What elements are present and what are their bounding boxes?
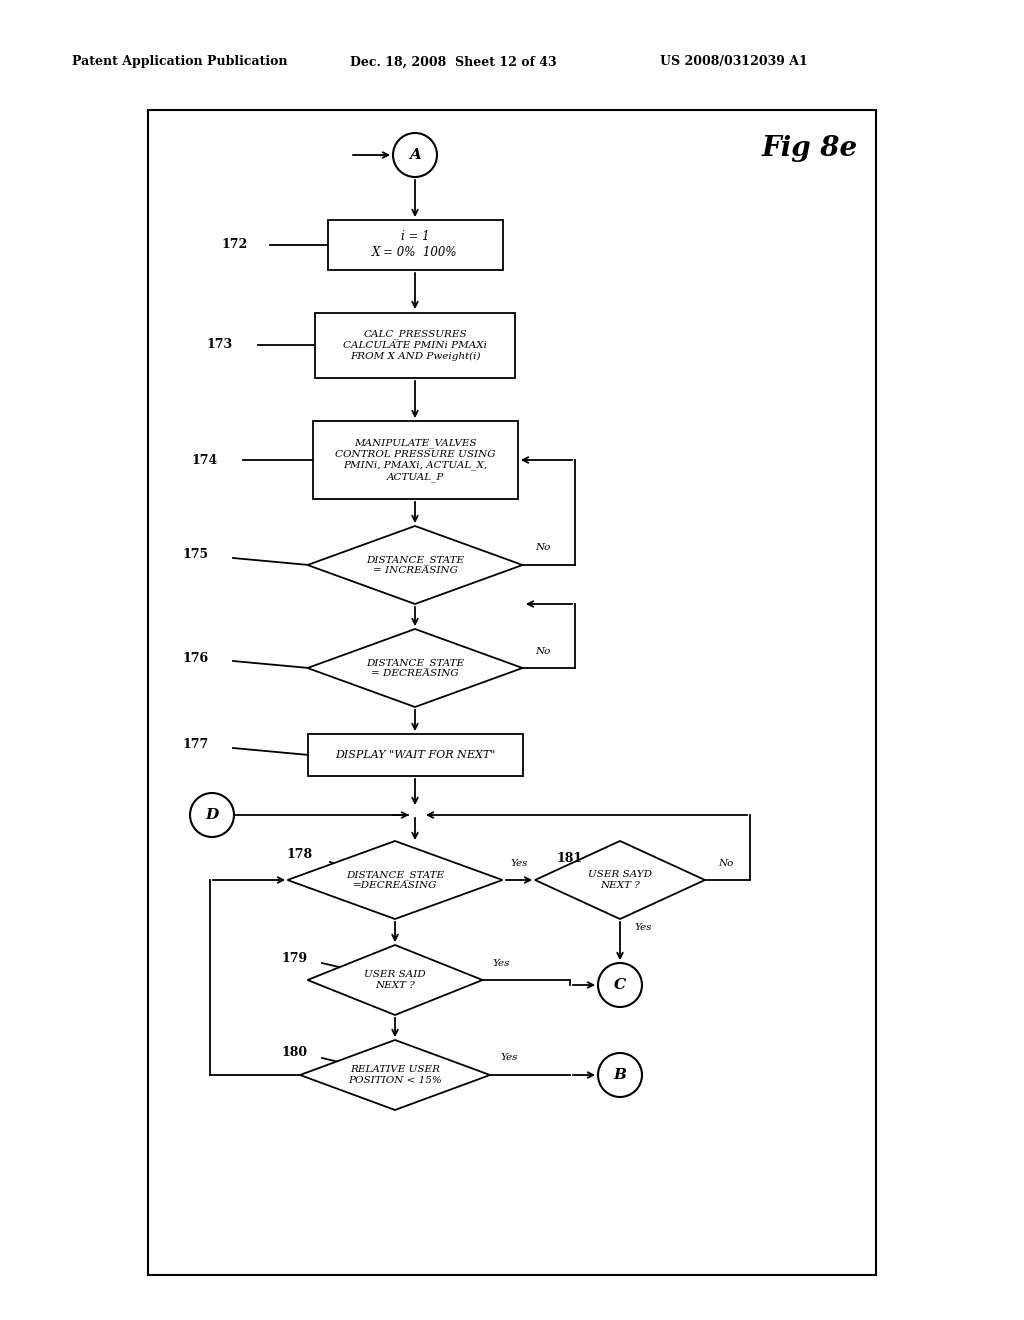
Text: RELATIVE USER
POSITION < 15%: RELATIVE USER POSITION < 15%	[348, 1065, 442, 1085]
Text: DISTANCE_STATE
= INCREASING: DISTANCE_STATE = INCREASING	[366, 554, 464, 576]
Text: Patent Application Publication: Patent Application Publication	[72, 55, 288, 69]
Text: No: No	[535, 648, 550, 656]
Text: 180: 180	[282, 1045, 308, 1059]
Polygon shape	[307, 630, 522, 708]
Text: 181: 181	[557, 851, 583, 865]
Text: C: C	[614, 978, 626, 993]
Text: 178: 178	[287, 849, 313, 862]
Text: CALC_PRESSURES
CALCULATE PMINi PMAXi
FROM X AND Pweight(i): CALC_PRESSURES CALCULATE PMINi PMAXi FRO…	[343, 329, 487, 362]
Polygon shape	[307, 525, 522, 605]
Bar	[315, 313, 515, 378]
Text: 177: 177	[183, 738, 209, 751]
Circle shape	[393, 133, 437, 177]
Text: DISTANCE_STATE
=DECREASING: DISTANCE_STATE =DECREASING	[346, 870, 444, 890]
Polygon shape	[288, 841, 503, 919]
Text: 172: 172	[222, 239, 248, 252]
Text: D: D	[206, 808, 219, 822]
Bar	[307, 734, 522, 776]
Text: Yes: Yes	[492, 958, 510, 968]
Text: No: No	[718, 858, 733, 867]
Text: 176: 176	[183, 652, 209, 664]
Text: 174: 174	[191, 454, 218, 466]
Bar	[148, 110, 876, 1275]
Polygon shape	[300, 1040, 490, 1110]
Text: A: A	[409, 148, 421, 162]
Polygon shape	[307, 945, 482, 1015]
Text: Fig 8e: Fig 8e	[762, 135, 858, 161]
Text: US 2008/0312039 A1: US 2008/0312039 A1	[660, 55, 808, 69]
Text: Yes: Yes	[634, 924, 651, 932]
Text: 175: 175	[183, 549, 209, 561]
Bar	[328, 220, 503, 271]
Text: 179: 179	[282, 952, 308, 965]
Text: MANIPULATE_VALVES
CONTROL PRESSURE USING
PMINi, PMAXi, ACTUAL_X,
ACTUAL_P: MANIPULATE_VALVES CONTROL PRESSURE USING…	[335, 438, 496, 482]
Circle shape	[598, 964, 642, 1007]
Text: 173: 173	[207, 338, 233, 351]
Text: i = 1
X = 0%  100%: i = 1 X = 0% 100%	[373, 231, 458, 260]
Text: Dec. 18, 2008  Sheet 12 of 43: Dec. 18, 2008 Sheet 12 of 43	[350, 55, 557, 69]
Text: Yes: Yes	[510, 858, 527, 867]
Text: Yes: Yes	[500, 1053, 517, 1063]
Circle shape	[598, 1053, 642, 1097]
Text: DISPLAY "WAIT FOR NEXT": DISPLAY "WAIT FOR NEXT"	[335, 750, 496, 760]
Circle shape	[190, 793, 234, 837]
Text: No: No	[535, 544, 550, 553]
Text: B: B	[613, 1068, 627, 1082]
Text: USER SAYD
NEXT ?: USER SAYD NEXT ?	[588, 870, 652, 890]
Text: DISTANCE_STATE
= DECREASING: DISTANCE_STATE = DECREASING	[366, 657, 464, 678]
Polygon shape	[535, 841, 705, 919]
Bar	[312, 421, 517, 499]
Text: USER SAID
NEXT ?: USER SAID NEXT ?	[365, 970, 426, 990]
